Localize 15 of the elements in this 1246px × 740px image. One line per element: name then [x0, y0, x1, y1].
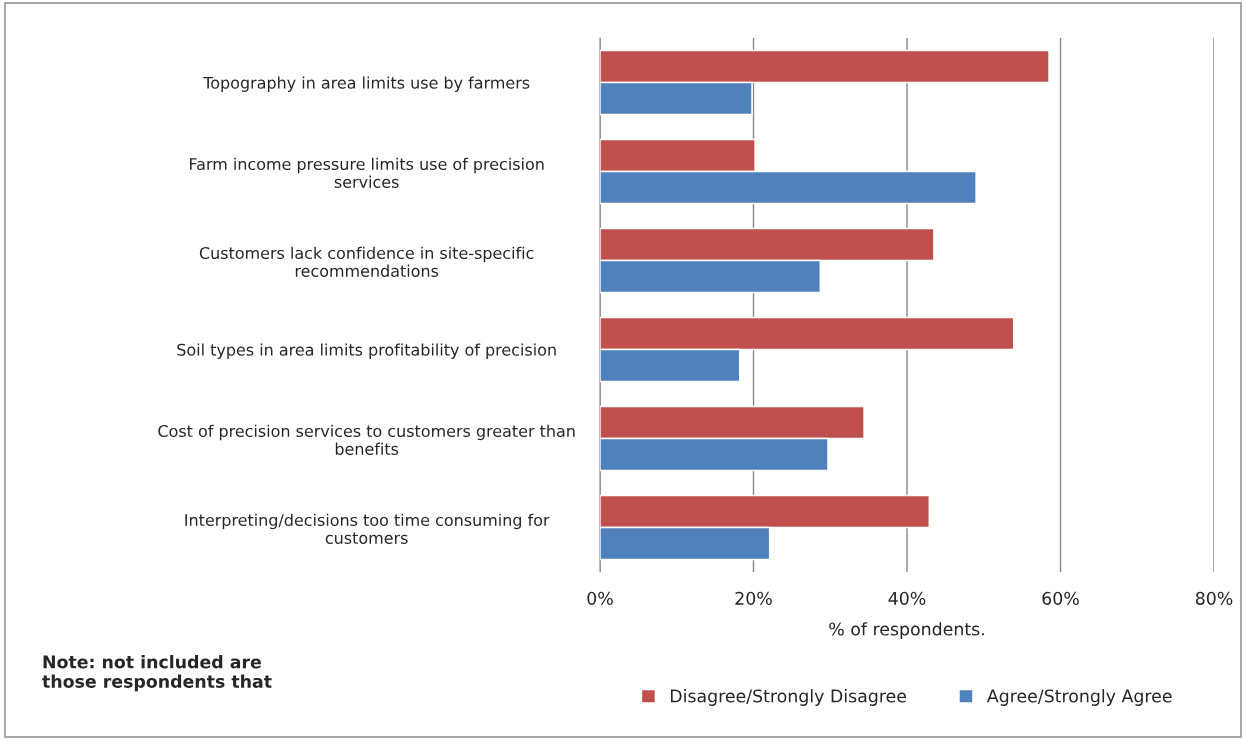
x-axis-title: % of respondents. — [829, 622, 984, 639]
y-tick-label: Topography in area limits use by farmers — [203, 76, 530, 92]
y-tick-label: Farm income pressure limits use of precision services — [190, 157, 544, 188]
text: Note: not included are those respondents that — [42, 655, 272, 692]
y-tick-label: Interpreting/decisions too time consuming for customers — [185, 513, 550, 544]
legend-label: Disagree/Strongly Disagree — [670, 689, 907, 706]
y-tick-label: Customers lack confidence in site-specific recommendations — [199, 246, 534, 277]
x-tick-label: 20% — [735, 591, 772, 605]
y-tick-label: Soil types in area limits profitability of precision — [177, 343, 556, 359]
y-tick-label: Cost of precision services to customers greater than benefits — [158, 424, 575, 455]
legend-label: Agree/Strongly Agree — [986, 689, 1172, 706]
x-tick-label: 40% — [888, 591, 926, 605]
x-tick-label: 80% — [1195, 591, 1233, 605]
x-tick-label: 0% — [587, 591, 613, 605]
x-tick-label: 60% — [1042, 591, 1079, 605]
